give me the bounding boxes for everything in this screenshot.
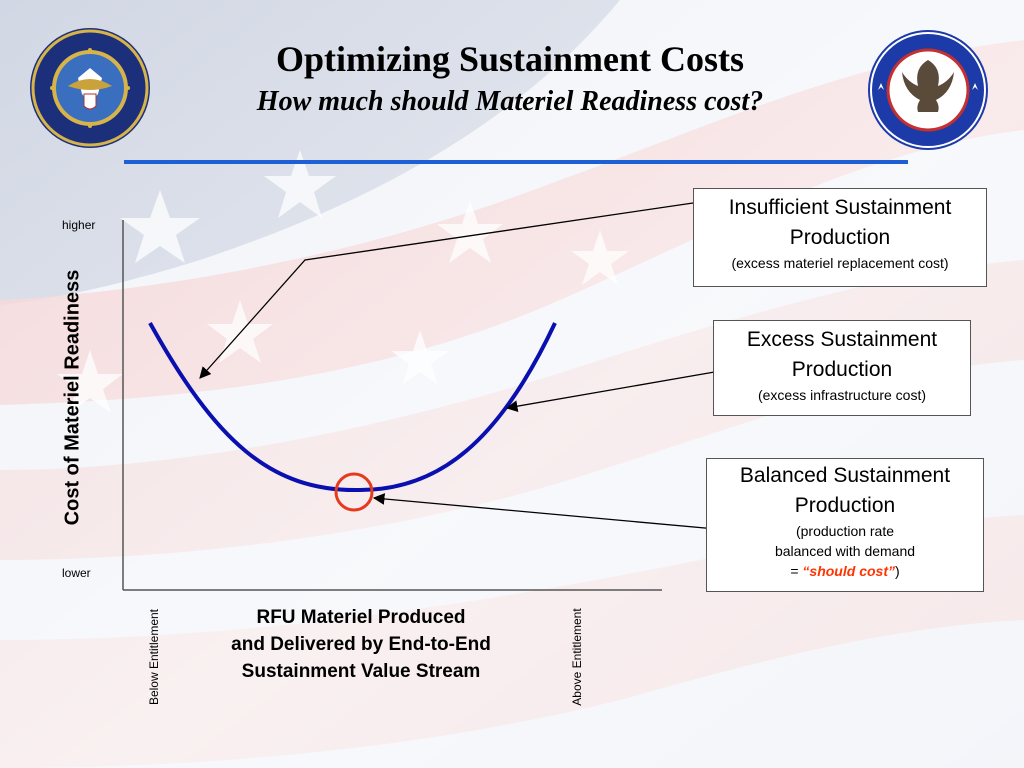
x-right-label: Above Entitlement <box>570 608 584 706</box>
callout-title-line: Excess Sustainment <box>746 328 938 351</box>
x-axis-label-line: Sustainment Value Stream <box>241 661 481 682</box>
should-cost-marker <box>334 472 374 512</box>
arrow-balanced <box>372 493 728 531</box>
y-bottom-label: lower <box>62 566 91 580</box>
callout-title-line: Production <box>789 226 891 249</box>
cost-curve <box>148 322 557 493</box>
callout-note-line: (production rate <box>795 523 895 539</box>
arrow-excess <box>505 369 727 412</box>
page-subtitle: How much should Materiel Readiness cost? <box>256 86 764 117</box>
note-suffix: ) <box>894 563 900 579</box>
dod-seal-icon <box>30 28 150 148</box>
callout-title-line: Balanced Sustainment <box>739 464 951 487</box>
callout-title-line: Production <box>791 358 893 381</box>
callout-should-cost-line: = “should cost”) <box>707 561 983 581</box>
x-axis-label-line: and Delivered by End-to-End <box>231 634 491 655</box>
callout-balanced: Balanced Sustainment Production (product… <box>706 458 984 592</box>
callout-title-line: Insufficient Sustainment <box>728 196 952 219</box>
x-axis-label: RFU Materiel Produced and Delivered by E… <box>196 604 526 685</box>
should-cost-highlight: “should cost” <box>802 563 895 579</box>
note-prefix: = <box>790 563 803 579</box>
callout-insufficient: Insufficient Sustainment Production (exc… <box>693 188 987 287</box>
callout-excess: Excess Sustainment Production (excess in… <box>713 320 971 416</box>
callout-note-line: balanced with demand <box>774 543 916 559</box>
callout-title-line: Production <box>794 494 896 517</box>
x-axis-label-line: RFU Materiel Produced <box>256 607 466 628</box>
y-top-label: higher <box>62 218 96 232</box>
y-axis-label: Cost of Materiel Readiness <box>61 269 84 526</box>
page-title: Optimizing Sustainment Costs <box>275 39 745 79</box>
title-underline <box>124 160 908 164</box>
dod-maintenance-seal-icon <box>868 30 988 150</box>
callout-note: (excess infrastructure cost) <box>757 387 927 403</box>
callout-note: (excess materiel replacement cost) <box>731 255 949 271</box>
arrow-insufficient <box>199 202 694 379</box>
x-left-label: Below Entitlement <box>147 608 161 706</box>
